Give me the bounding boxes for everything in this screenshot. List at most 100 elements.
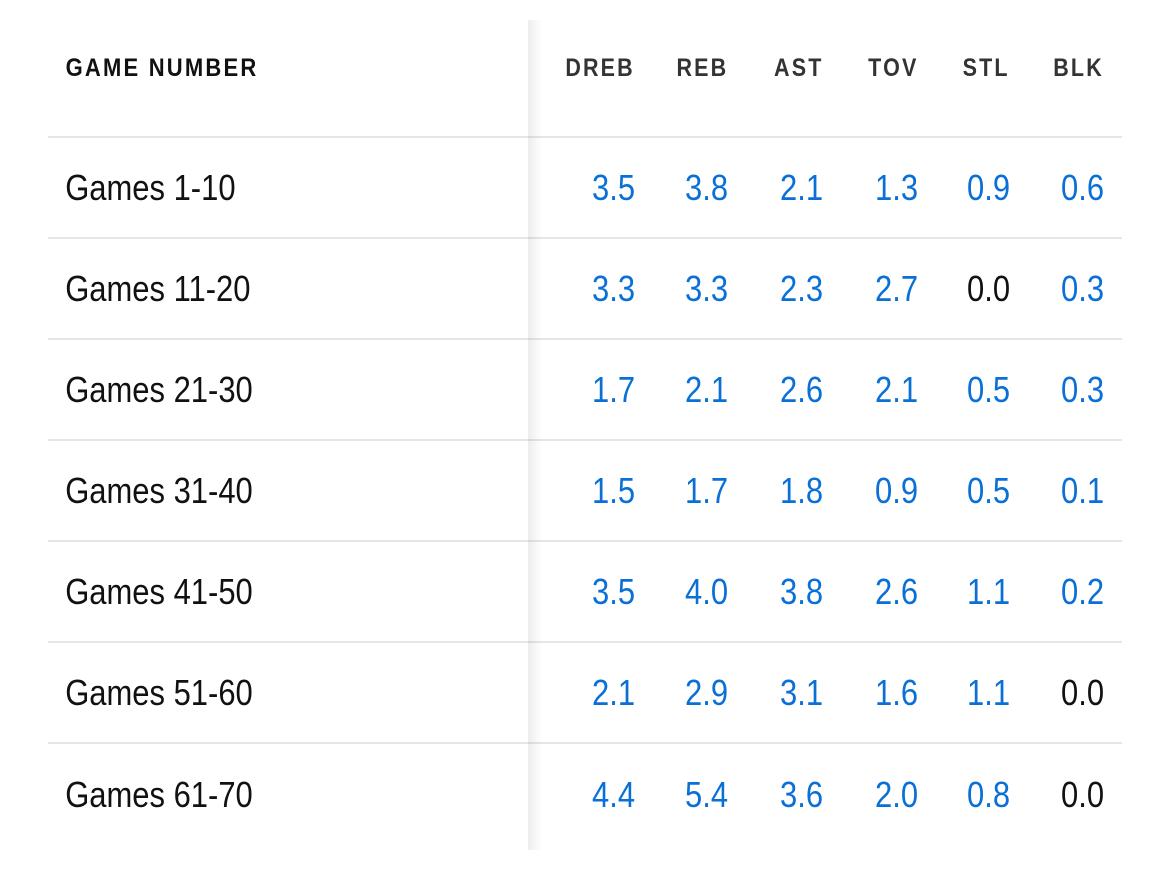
stat-value[interactable]: 0.2 [1060,570,1104,612]
row-label: Games 11-20 [65,267,251,309]
stat-ast[interactable]: 1.8 [728,470,823,512]
stat-value[interactable]: 3.8 [779,570,823,612]
stat-value[interactable]: 2.6 [874,570,918,612]
stat-dreb[interactable]: 3.5 [528,167,635,209]
stat-value: 0.0 [1060,671,1104,713]
stat-dreb[interactable]: 3.5 [528,571,635,613]
stat-reb[interactable]: 2.9 [635,672,728,714]
stat-stl[interactable]: 1.1 [918,571,1010,613]
stat-stl: 0.0 [918,268,1010,310]
table-row: Games 31-40 1.5 1.7 1.8 0.9 0.5 0.1 [48,441,1122,542]
stat-value[interactable]: 1.5 [591,469,635,511]
stat-value[interactable]: 2.9 [684,671,728,713]
stat-value[interactable]: 0.8 [966,773,1010,815]
stat-value[interactable]: 2.1 [591,671,635,713]
stat-tov[interactable]: 2.1 [823,369,918,411]
row-label: Games 21-30 [65,368,253,410]
stat-dreb[interactable]: 1.7 [528,369,635,411]
stat-stl[interactable]: 1.1 [918,672,1010,714]
stat-value[interactable]: 0.6 [1060,166,1104,208]
stat-value[interactable]: 5.4 [684,773,728,815]
stat-blk[interactable]: 0.6 [1010,167,1104,209]
header-blk[interactable]: BLK [1010,54,1104,83]
header-game-number[interactable]: GAME NUMBER [48,0,528,136]
stat-blk[interactable]: 0.3 [1010,268,1104,310]
stat-value[interactable]: 2.0 [874,773,918,815]
stat-dreb[interactable]: 1.5 [528,470,635,512]
stat-value[interactable]: 1.1 [966,570,1010,612]
stat-value[interactable]: 3.8 [684,166,728,208]
stat-value[interactable]: 4.4 [591,773,635,815]
row-label-cell: Games 31-40 [48,441,528,540]
stat-value[interactable]: 3.6 [779,773,823,815]
stat-value[interactable]: 4.0 [684,570,728,612]
stat-dreb[interactable]: 2.1 [528,672,635,714]
stat-tov[interactable]: 0.9 [823,470,918,512]
stat-value[interactable]: 1.1 [966,671,1010,713]
stat-value[interactable]: 2.7 [874,267,918,309]
stat-tov[interactable]: 2.0 [823,774,918,816]
stat-value[interactable]: 0.5 [966,368,1010,410]
stat-value[interactable]: 0.3 [1060,368,1104,410]
header-tov[interactable]: TOV [823,54,918,83]
stat-value: 0.0 [966,267,1010,309]
stat-value[interactable]: 3.3 [591,267,635,309]
stat-dreb[interactable]: 3.3 [528,268,635,310]
stat-stl[interactable]: 0.5 [918,369,1010,411]
stat-value[interactable]: 0.1 [1060,469,1104,511]
header-ast[interactable]: AST [728,54,823,83]
stat-value[interactable]: 1.3 [874,166,918,208]
stat-value[interactable]: 3.5 [591,570,635,612]
stat-value[interactable]: 1.8 [779,469,823,511]
stat-stl[interactable]: 0.5 [918,470,1010,512]
header-dreb[interactable]: DREB [528,54,635,83]
stat-tov[interactable]: 1.3 [823,167,918,209]
table-row: Games 51-60 2.1 2.9 3.1 1.6 1.1 0.0 [48,643,1122,744]
stat-value[interactable]: 3.3 [684,267,728,309]
header-label: TOV [867,53,918,82]
stat-blk[interactable]: 0.2 [1010,571,1104,613]
stat-tov[interactable]: 2.6 [823,571,918,613]
stat-reb[interactable]: 1.7 [635,470,728,512]
stat-ast[interactable]: 2.6 [728,369,823,411]
stat-reb[interactable]: 4.0 [635,571,728,613]
header-label: AST [773,53,823,82]
stat-value[interactable]: 2.1 [779,166,823,208]
stat-tov[interactable]: 1.6 [823,672,918,714]
stat-ast[interactable]: 2.3 [728,268,823,310]
stat-value[interactable]: 3.5 [591,166,635,208]
stat-reb[interactable]: 3.3 [635,268,728,310]
stat-blk: 0.0 [1010,672,1104,714]
stat-blk[interactable]: 0.3 [1010,369,1104,411]
stat-value[interactable]: 1.7 [591,368,635,410]
stat-value[interactable]: 0.5 [966,469,1010,511]
stat-blk[interactable]: 0.1 [1010,470,1104,512]
stat-tov[interactable]: 2.7 [823,268,918,310]
stat-reb[interactable]: 3.8 [635,167,728,209]
row-label-cell: Games 1-10 [48,138,528,237]
stat-ast[interactable]: 3.8 [728,571,823,613]
stat-stl[interactable]: 0.9 [918,167,1010,209]
stat-reb[interactable]: 5.4 [635,774,728,816]
stat-value[interactable]: 2.1 [684,368,728,410]
stat-value[interactable]: 0.9 [966,166,1010,208]
header-reb[interactable]: REB [635,54,728,83]
stat-ast[interactable]: 3.6 [728,774,823,816]
stat-value[interactable]: 2.3 [779,267,823,309]
stat-reb[interactable]: 2.1 [635,369,728,411]
stat-value[interactable]: 2.6 [779,368,823,410]
row-label: Games 41-50 [65,570,253,612]
stat-ast[interactable]: 3.1 [728,672,823,714]
header-stl[interactable]: STL [918,54,1010,83]
stat-value[interactable]: 0.3 [1060,267,1104,309]
stat-value[interactable]: 1.6 [874,671,918,713]
stat-ast[interactable]: 2.1 [728,167,823,209]
stat-stl[interactable]: 0.8 [918,774,1010,816]
row-label-cell: Games 51-60 [48,643,528,742]
stat-dreb[interactable]: 4.4 [528,774,635,816]
stat-value[interactable]: 2.1 [874,368,918,410]
stat-value: 0.0 [1060,773,1104,815]
stat-value[interactable]: 3.1 [779,671,823,713]
stat-value[interactable]: 1.7 [684,469,728,511]
stat-value[interactable]: 0.9 [874,469,918,511]
